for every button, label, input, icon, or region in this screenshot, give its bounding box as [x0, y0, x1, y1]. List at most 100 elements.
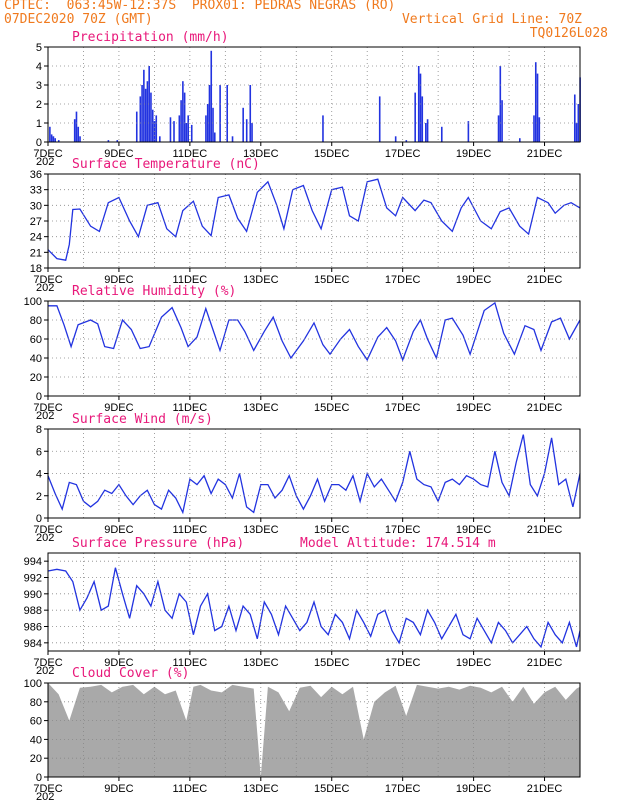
pressure-title: Surface Pressure (hPa): [72, 536, 244, 551]
precipitation-bar: [245, 119, 248, 142]
precipitation-bar: [467, 121, 470, 142]
humidity-ytick-label: 60: [30, 334, 42, 346]
pressure-ytick-label: 992: [24, 573, 42, 585]
cloud-cover-xtick-fragment: 202: [36, 791, 54, 800]
temperature-xtick-label: 15DEC: [314, 274, 350, 286]
temperature-ytick-label: 27: [30, 216, 42, 228]
precipitation-xtick-label: 21DEC: [527, 148, 563, 160]
precipitation-bar: [213, 132, 216, 142]
temperature-xtick-label: 21DEC: [527, 274, 563, 286]
temperature-xtick-label: 17DEC: [385, 274, 421, 286]
pressure-xtick-label: 7DEC: [33, 657, 62, 669]
wind-ytick-label: 6: [36, 446, 42, 458]
precipitation-bar: [231, 136, 234, 142]
precipitation-bar: [52, 136, 55, 142]
precipitation-bar: [169, 117, 172, 142]
wind-xtick-label: 13DEC: [243, 524, 279, 536]
pressure-xtick-label: 21DEC: [527, 657, 563, 669]
precipitation-bar: [440, 126, 443, 142]
wind-title: Surface Wind (m/s): [72, 412, 213, 427]
precipitation-bar: [57, 140, 60, 142]
precipitation-bar: [180, 100, 182, 142]
temperature-line: [47, 178, 581, 261]
humidity-xtick-label: 17DEC: [385, 402, 421, 414]
precipitation-bar: [226, 85, 229, 142]
precipitation-bar: [173, 121, 175, 142]
precipitation-bar: [536, 73, 539, 142]
cloud-cover-xtick-label: 15DEC: [314, 783, 350, 795]
precipitation-title: Precipitation (mm/h): [72, 30, 229, 45]
humidity-ytick-label: 0: [36, 391, 42, 403]
wind-xtick-label: 15DEC: [314, 524, 350, 536]
precipitation-ytick-label: 5: [36, 42, 42, 54]
wind-xtick-label: 9DEC: [104, 524, 133, 536]
precipitation-bar: [501, 100, 503, 142]
precipitation-bar: [146, 81, 149, 142]
station-label: PROX01: PEDRAS NEGRAS (RO): [191, 0, 396, 13]
code-label: TQ0126L028: [529, 26, 608, 41]
pressure-ytick-label: 986: [24, 622, 42, 634]
humidity-ytick-label: 20: [30, 372, 42, 384]
temperature-xtick-label: 19DEC: [456, 274, 492, 286]
temperature-ytick-label: 24: [30, 232, 42, 244]
source-label: CPTEC:: [4, 0, 51, 13]
precipitation-bar: [73, 119, 76, 142]
precipitation-bar: [577, 104, 580, 142]
precipitation-bar: [573, 94, 576, 142]
humidity-xtick-label: 7DEC: [33, 402, 62, 414]
precipitation-bar: [155, 115, 158, 142]
precipitation-bar: [575, 123, 578, 142]
pressure-xtick-label: 9DEC: [104, 657, 133, 669]
location-label: 063:45W-12:37S: [66, 0, 177, 13]
humidity-ytick-label: 80: [30, 315, 42, 327]
precipitation-bar: [497, 115, 500, 142]
precipitation-xtick-label: 17DEC: [385, 148, 421, 160]
cloud-cover-area: [48, 683, 580, 777]
cloud-cover-xtick-label: 9DEC: [104, 783, 133, 795]
wind-ytick-label: 2: [36, 491, 42, 503]
precipitation-ytick-label: 1: [36, 118, 42, 130]
precipitation-bar: [378, 96, 381, 142]
precipitation-bar: [242, 107, 244, 142]
precipitation-ytick-label: 2: [36, 99, 42, 111]
precipitation-bar: [49, 126, 51, 142]
precipitation-bar: [178, 115, 181, 142]
temperature-ytick-label: 21: [30, 247, 42, 259]
precipitation-bar: [54, 138, 56, 142]
precipitation-xtick-label: 13DEC: [243, 148, 279, 160]
precipitation-bar: [208, 85, 211, 142]
precipitation-bar: [185, 123, 188, 142]
precipitation-bar: [183, 92, 186, 142]
humidity-ytick-label: 40: [30, 353, 42, 365]
precipitation-bar: [135, 111, 138, 142]
run-label: 07DEC2020 70Z (GMT): [4, 12, 153, 27]
precipitation-xtick-label: 11DEC: [173, 148, 208, 160]
precipitation-bar: [144, 88, 147, 142]
pressure-xtick-label: 17DEC: [385, 657, 421, 669]
precipitation-ytick-label: 3: [36, 80, 42, 92]
temperature-xtick-label: 9DEC: [104, 274, 133, 286]
wind-ytick-label: 8: [36, 424, 42, 436]
precipitation-bar: [394, 136, 397, 142]
precipitation-bar: [79, 136, 81, 142]
temperature-title: Surface Temperature (nC): [72, 157, 260, 172]
pressure-ytick-label: 988: [24, 605, 42, 617]
humidity-ytick-label: 100: [24, 296, 42, 308]
precipitation-bar: [322, 115, 324, 142]
precipitation-bar: [148, 66, 150, 142]
grid-line-label: Vertical Grid Line: 70Z: [401, 12, 582, 27]
precipitation-ytick-label: 0: [36, 137, 42, 149]
precipitation-bar: [116, 140, 119, 142]
pressure-xtick-label: 19DEC: [456, 657, 492, 669]
temperature-xtick-label: 11DEC: [173, 274, 208, 286]
wind-xtick-label: 17DEC: [385, 524, 421, 536]
precipitation-bar: [141, 85, 143, 142]
cloud-cover-xtick-label: 17DEC: [385, 783, 421, 795]
wind-xtick-label: 11DEC: [173, 524, 208, 536]
precipitation-bar: [251, 123, 253, 142]
temperature-ytick-label: 36: [30, 169, 42, 181]
precipitation-bar: [534, 62, 537, 143]
humidity-line: [48, 301, 581, 362]
cloud-cover-ytick-label: 20: [30, 753, 42, 765]
